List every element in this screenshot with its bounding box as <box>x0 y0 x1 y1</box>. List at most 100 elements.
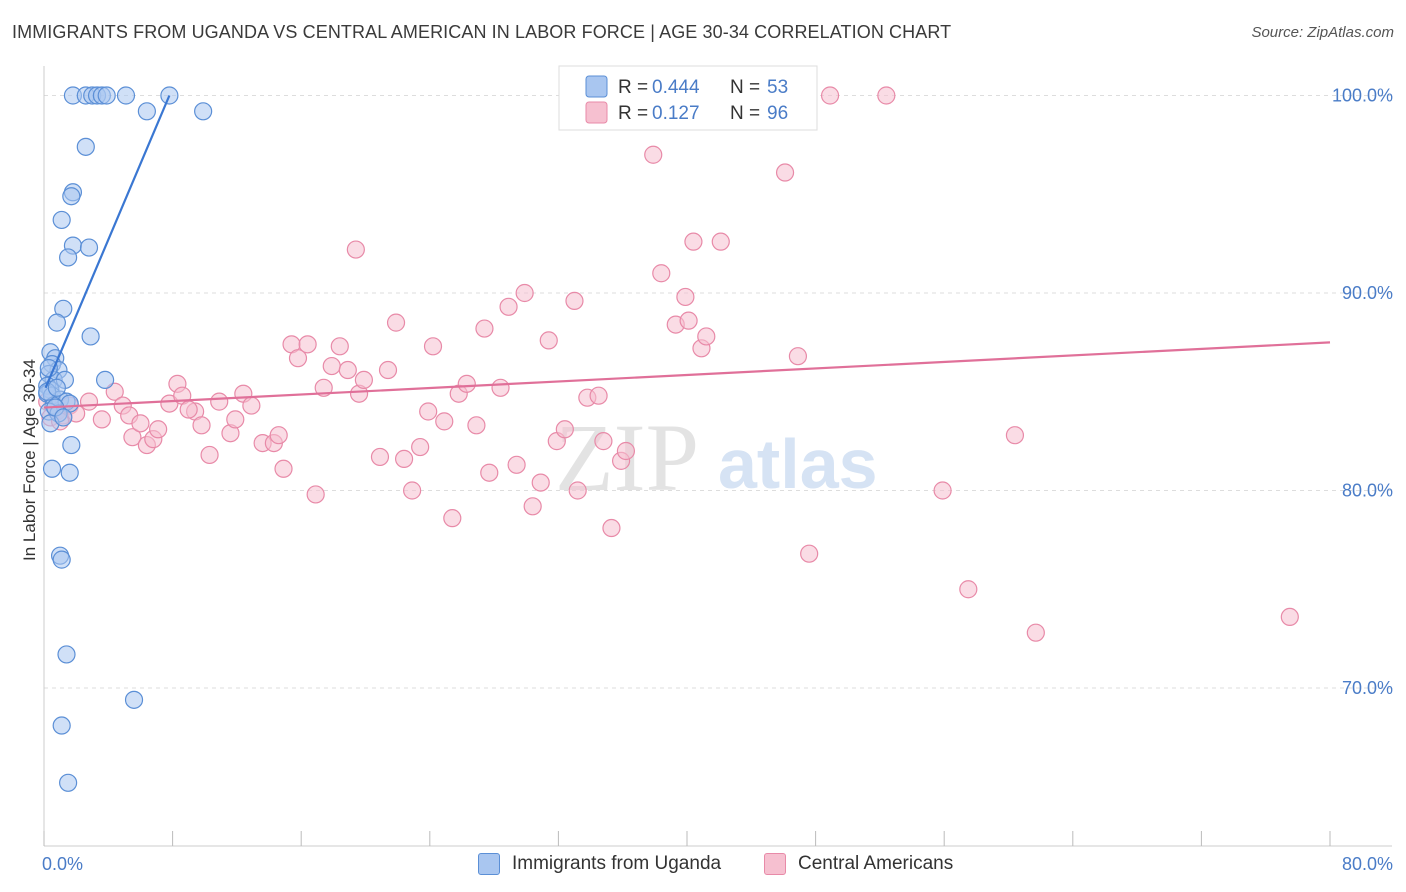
y-tick-label: 90.0% <box>1342 283 1393 303</box>
uganda-point <box>62 435 81 455</box>
central-americans-point <box>269 426 288 445</box>
source-label: Source: ZipAtlas.com <box>1251 24 1394 41</box>
uganda-point <box>52 716 71 735</box>
central-americans-point <box>298 335 317 354</box>
legend-n-value: 53 <box>767 77 788 98</box>
legend-swatch-central-americans <box>764 853 786 875</box>
uganda-points <box>38 86 213 792</box>
legend-r-label: R = <box>618 77 648 98</box>
central-americans-point <box>338 360 357 380</box>
central-americans-point <box>480 463 499 482</box>
central-americans-point <box>467 416 486 435</box>
central-americans-point <box>594 432 613 451</box>
legend-item-uganda[interactable]: Immigrants from Uganda <box>478 853 721 875</box>
legend-r-label: R = <box>618 103 648 124</box>
x-tick-label: 80.0% <box>1342 854 1393 874</box>
central-americans-point <box>616 441 636 461</box>
central-americans-point <box>676 287 695 307</box>
axes <box>43 66 1392 847</box>
central-americans-trend-line <box>43 341 1331 409</box>
central-americans-point <box>679 311 698 330</box>
central-americans-point <box>322 356 341 376</box>
central-americans-point <box>568 481 587 500</box>
uganda-point <box>76 137 95 156</box>
central-americans-point <box>565 291 584 310</box>
central-americans-point <box>411 437 430 457</box>
central-americans-point <box>226 410 245 429</box>
trend-lines <box>43 95 1331 409</box>
central-americans-points <box>38 86 1299 642</box>
central-americans-point <box>589 386 608 405</box>
legend-r-value: 0.444 <box>652 77 700 98</box>
uganda-point <box>97 86 116 105</box>
central-americans-point <box>288 349 308 368</box>
uganda-point <box>62 187 81 206</box>
uganda-point <box>79 238 99 257</box>
y-tick-label: 100.0% <box>1332 86 1393 106</box>
series-legend: Immigrants from Uganda Central Americans <box>0 850 1406 880</box>
central-americans-point <box>711 232 730 251</box>
central-americans-point <box>123 428 142 447</box>
central-americans-point <box>539 331 558 350</box>
central-americans-point <box>179 400 198 419</box>
central-americans-point <box>314 378 333 397</box>
legend-swatch <box>585 101 608 124</box>
central-americans-point <box>378 360 398 380</box>
central-americans-point <box>354 370 373 389</box>
central-americans-point <box>684 232 703 251</box>
uganda-point <box>124 690 144 709</box>
central-americans-point <box>192 416 211 435</box>
central-americans-point <box>499 297 518 316</box>
central-americans-point <box>242 396 261 415</box>
uganda-trend-line <box>44 95 171 389</box>
uganda-point <box>47 378 66 397</box>
central-americans-point <box>820 86 840 105</box>
legend-r-value: 0.127 <box>652 103 700 124</box>
legend-n-value: 96 <box>767 103 788 124</box>
uganda-point <box>60 463 79 482</box>
watermark: ZIP atlas <box>555 404 878 511</box>
uganda-point <box>47 313 66 332</box>
uganda-point <box>42 459 62 478</box>
legend-n-label: N = <box>730 77 760 98</box>
central-americans-point <box>788 347 808 366</box>
central-americans-point <box>877 86 896 105</box>
central-americans-point <box>775 163 795 182</box>
uganda-point <box>137 102 156 121</box>
central-americans-point <box>555 420 574 439</box>
legend-item-central-americans[interactable]: Central Americans <box>764 853 953 875</box>
central-americans-point <box>652 264 671 283</box>
central-americans-point <box>644 145 663 164</box>
legend-swatch-uganda <box>478 853 500 875</box>
central-americans-point <box>443 509 462 528</box>
central-americans-point <box>507 455 526 474</box>
central-americans-point <box>370 447 390 467</box>
uganda-point <box>52 550 71 569</box>
legend-label-central-americans: Central Americans <box>798 853 954 874</box>
central-americans-point <box>210 392 229 411</box>
y-tick-label: 80.0% <box>1342 481 1393 501</box>
central-americans-point <box>131 414 150 433</box>
chart-title: IMMIGRANTS FROM UGANDA VS CENTRAL AMERIC… <box>12 22 952 42</box>
central-americans-point <box>800 544 819 563</box>
uganda-point <box>194 102 213 121</box>
central-americans-point <box>403 481 422 500</box>
y-tick-label: 70.0% <box>1342 678 1393 698</box>
central-americans-point <box>1005 426 1025 445</box>
central-americans-point <box>457 374 476 393</box>
central-americans-point <box>475 319 494 338</box>
legend-swatch <box>585 75 608 98</box>
central-americans-point <box>274 459 293 478</box>
tick-labels: 70.0% 80.0% 90.0% 100.0% 0.0% 80.0% <box>42 86 1393 875</box>
uganda-point <box>57 645 76 664</box>
central-americans-point <box>200 445 219 465</box>
central-americans-point <box>1026 623 1045 642</box>
central-americans-point <box>531 473 550 492</box>
central-americans-point <box>697 327 716 346</box>
central-americans-point <box>491 378 510 397</box>
central-americans-point <box>515 283 534 303</box>
correlation-legend: R = 0.444 N = 53 R = 0.127 N = 96 <box>558 65 818 131</box>
watermark-atlas: atlas <box>718 425 878 503</box>
uganda-point <box>59 248 78 267</box>
uganda-point <box>95 370 115 389</box>
